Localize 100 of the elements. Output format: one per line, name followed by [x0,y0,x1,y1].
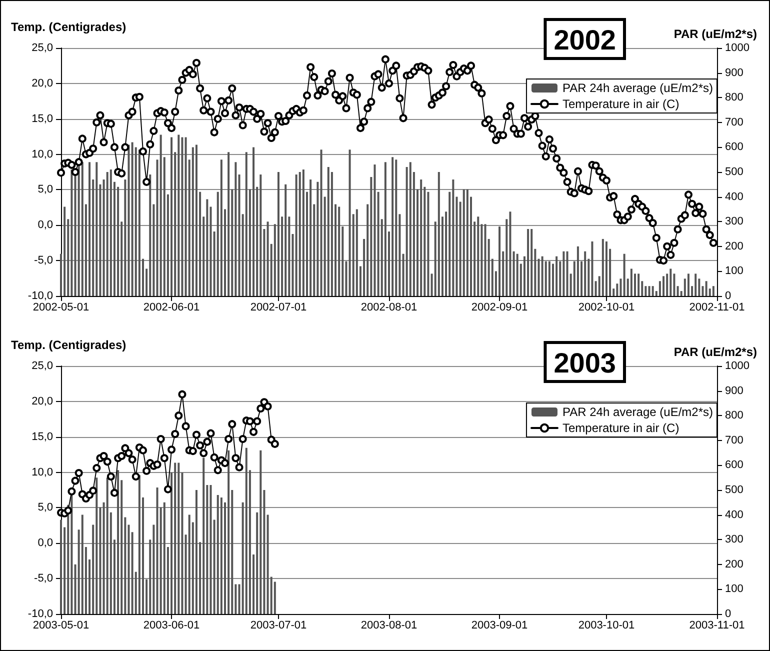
bar [605,241,608,296]
bar [192,147,194,296]
x-tick-label: 2003-11-01 [689,620,745,632]
x-tick-label: 2003-09-01 [471,620,528,632]
y2-tick-label: 1000 [725,360,750,372]
bar [356,209,358,296]
bar [110,170,112,296]
bar [156,488,158,614]
annotation: 2003 [554,348,616,378]
y2-tick-label: 900 [725,384,744,397]
y-tick-label: -5,0 [34,572,53,585]
bar [392,157,394,296]
x-tick-label: 2003-08-01 [360,620,418,632]
bar [152,524,155,614]
y-tick-label: 5,0 [38,184,53,196]
bar [409,162,412,296]
y2-tick-label: 1000 [725,42,750,54]
bar [630,268,632,296]
y2-tick-label: 100 [725,583,744,596]
x-tick-label: 2002-09-01 [471,302,528,314]
bar [623,254,626,296]
x-tick-label: 2003-10-01 [578,620,635,632]
y-tick-label: 25,0 [32,42,53,54]
bar [195,144,198,296]
x-tick-label: 2002-05-01 [32,302,90,314]
annotation: 2002 [554,24,616,56]
y2-tick-label: 500 [725,166,744,178]
bar [252,147,255,296]
bar [374,164,376,296]
legend-label: Temperature in air (C) [562,421,680,435]
y2-tick-label: 300 [725,216,744,228]
bar [438,172,440,296]
x-tick-label: 2002-06-01 [143,302,200,314]
bar [638,274,640,296]
bar [452,179,454,296]
bar [576,246,579,296]
y-tick-label: 0,0 [38,537,53,550]
bar [234,162,237,296]
y2-tick-label: 500 [725,484,744,496]
bar [338,206,340,296]
y2-tick-label: 200 [725,558,744,570]
bar [377,192,380,296]
y-tick-label: 25,0 [32,360,53,372]
bar [327,167,330,296]
bar [670,268,672,296]
bar [320,150,322,296]
bar [477,216,480,296]
y2-tick-label: 800 [725,410,744,422]
bar [210,485,212,614]
x-tick-label: 2002-11-01 [689,302,745,314]
bar [188,514,190,614]
bar [184,137,187,296]
bar [687,274,690,296]
bar [498,226,501,296]
bar [295,174,298,296]
y-axis-title: Temp. (Centigrades) [11,20,126,34]
bar [395,160,398,296]
bar [316,182,319,296]
y-tick-label: 20,0 [32,77,53,90]
bar [566,251,568,296]
y2-tick-label: 300 [725,534,744,546]
bar [178,134,180,296]
y2-tick-label: 800 [725,92,744,104]
bar [298,172,301,296]
y-tick-label: 0,0 [38,219,53,232]
bar [420,179,422,296]
x-tick-label: 2002-07-01 [250,302,307,314]
bar [284,184,287,296]
bar [220,497,222,614]
bar [260,174,262,296]
bar [216,494,219,614]
bar [131,142,134,296]
y2-tick-label: 400 [725,508,744,521]
bar [516,254,518,296]
bar [106,172,108,296]
bar [541,256,544,296]
bar [174,462,176,614]
bar [466,189,468,296]
bar [277,172,280,296]
bar [620,278,622,296]
bar [160,134,162,296]
y-tick-label: 10,0 [32,148,53,160]
bar [530,229,533,296]
bar [512,251,515,296]
bar [60,520,62,614]
bar [245,152,248,296]
bar [652,286,654,296]
y2-axis-title: PAR (uE/m2*s) [674,345,758,359]
bar [602,238,604,296]
y2-tick-label: 0 [725,290,732,302]
x-tick-label: 2003-06-01 [143,620,200,632]
legend-label: PAR 24h average (uE/m2*s) [562,405,714,419]
bar [591,241,594,296]
bar [310,179,312,296]
x-tick-label: 2003-05-01 [32,620,90,632]
y-tick-label: -5,0 [34,254,53,267]
x-tick-label: 2002-10-01 [578,302,635,314]
y2-tick-label: 600 [725,459,744,472]
y2-axis-title: PAR (uE/m2*s) [674,27,758,41]
bar [662,276,665,296]
